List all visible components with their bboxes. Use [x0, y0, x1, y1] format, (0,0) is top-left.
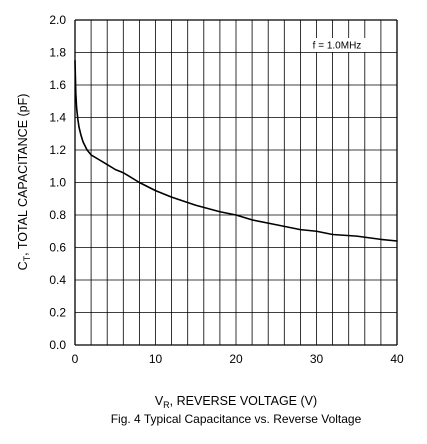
x-tick-label: 30 [310, 352, 324, 366]
x-tick-label: 10 [149, 352, 163, 366]
y-tick-label: 1.8 [49, 46, 66, 60]
tick-labels: 0.0 0.2 0.4 0.6 0.8 1.0 1.2 1.4 1.6 1.8 2.0 0 10 20 30… [49, 13, 404, 366]
y-tick-label: 0.4 [49, 273, 66, 287]
annotation-background [306, 38, 368, 52]
figure-caption: Fig. 4 Typical Capacitance vs. Reverse V… [111, 412, 362, 426]
x-axis-label: VR, REVERSE VOLTAGE (V) [155, 394, 317, 410]
y-tick-label: 2.0 [49, 13, 66, 27]
y-axis-label: CT, TOTAL CAPACITANCE (pF) [16, 94, 32, 271]
x-tick-label: 40 [390, 352, 404, 366]
y-tick-label: 1.2 [49, 143, 66, 157]
y-axis-label-main: C [16, 261, 30, 270]
y-tick-label: 1.4 [49, 111, 66, 125]
x-tick-label: 0 [72, 352, 79, 366]
series-layer [74, 59, 398, 242]
y-tick-label: 0.0 [49, 338, 66, 352]
y-tick-label: 0.6 [49, 241, 66, 255]
grid [74, 19, 398, 346]
x-axis-label-main: V [155, 394, 164, 408]
x-axis-label-rest: , REVERSE VOLTAGE (V) [170, 394, 318, 408]
y-tick-label: 0.8 [49, 208, 66, 222]
y-tick-label: 1.6 [49, 78, 66, 92]
frequency-annotation: f = 1.0MHz [313, 41, 362, 52]
capacitance-curve [74, 59, 398, 242]
y-tick-label: 0.2 [49, 306, 66, 320]
y-tick-label: 1.0 [49, 176, 66, 190]
y-axis-label-subscript: T [22, 255, 32, 261]
x-axis-label-subscript: R [163, 400, 170, 410]
x-tick-label: 20 [229, 352, 243, 366]
y-axis-label-rest: , TOTAL CAPACITANCE (pF) [16, 94, 30, 256]
